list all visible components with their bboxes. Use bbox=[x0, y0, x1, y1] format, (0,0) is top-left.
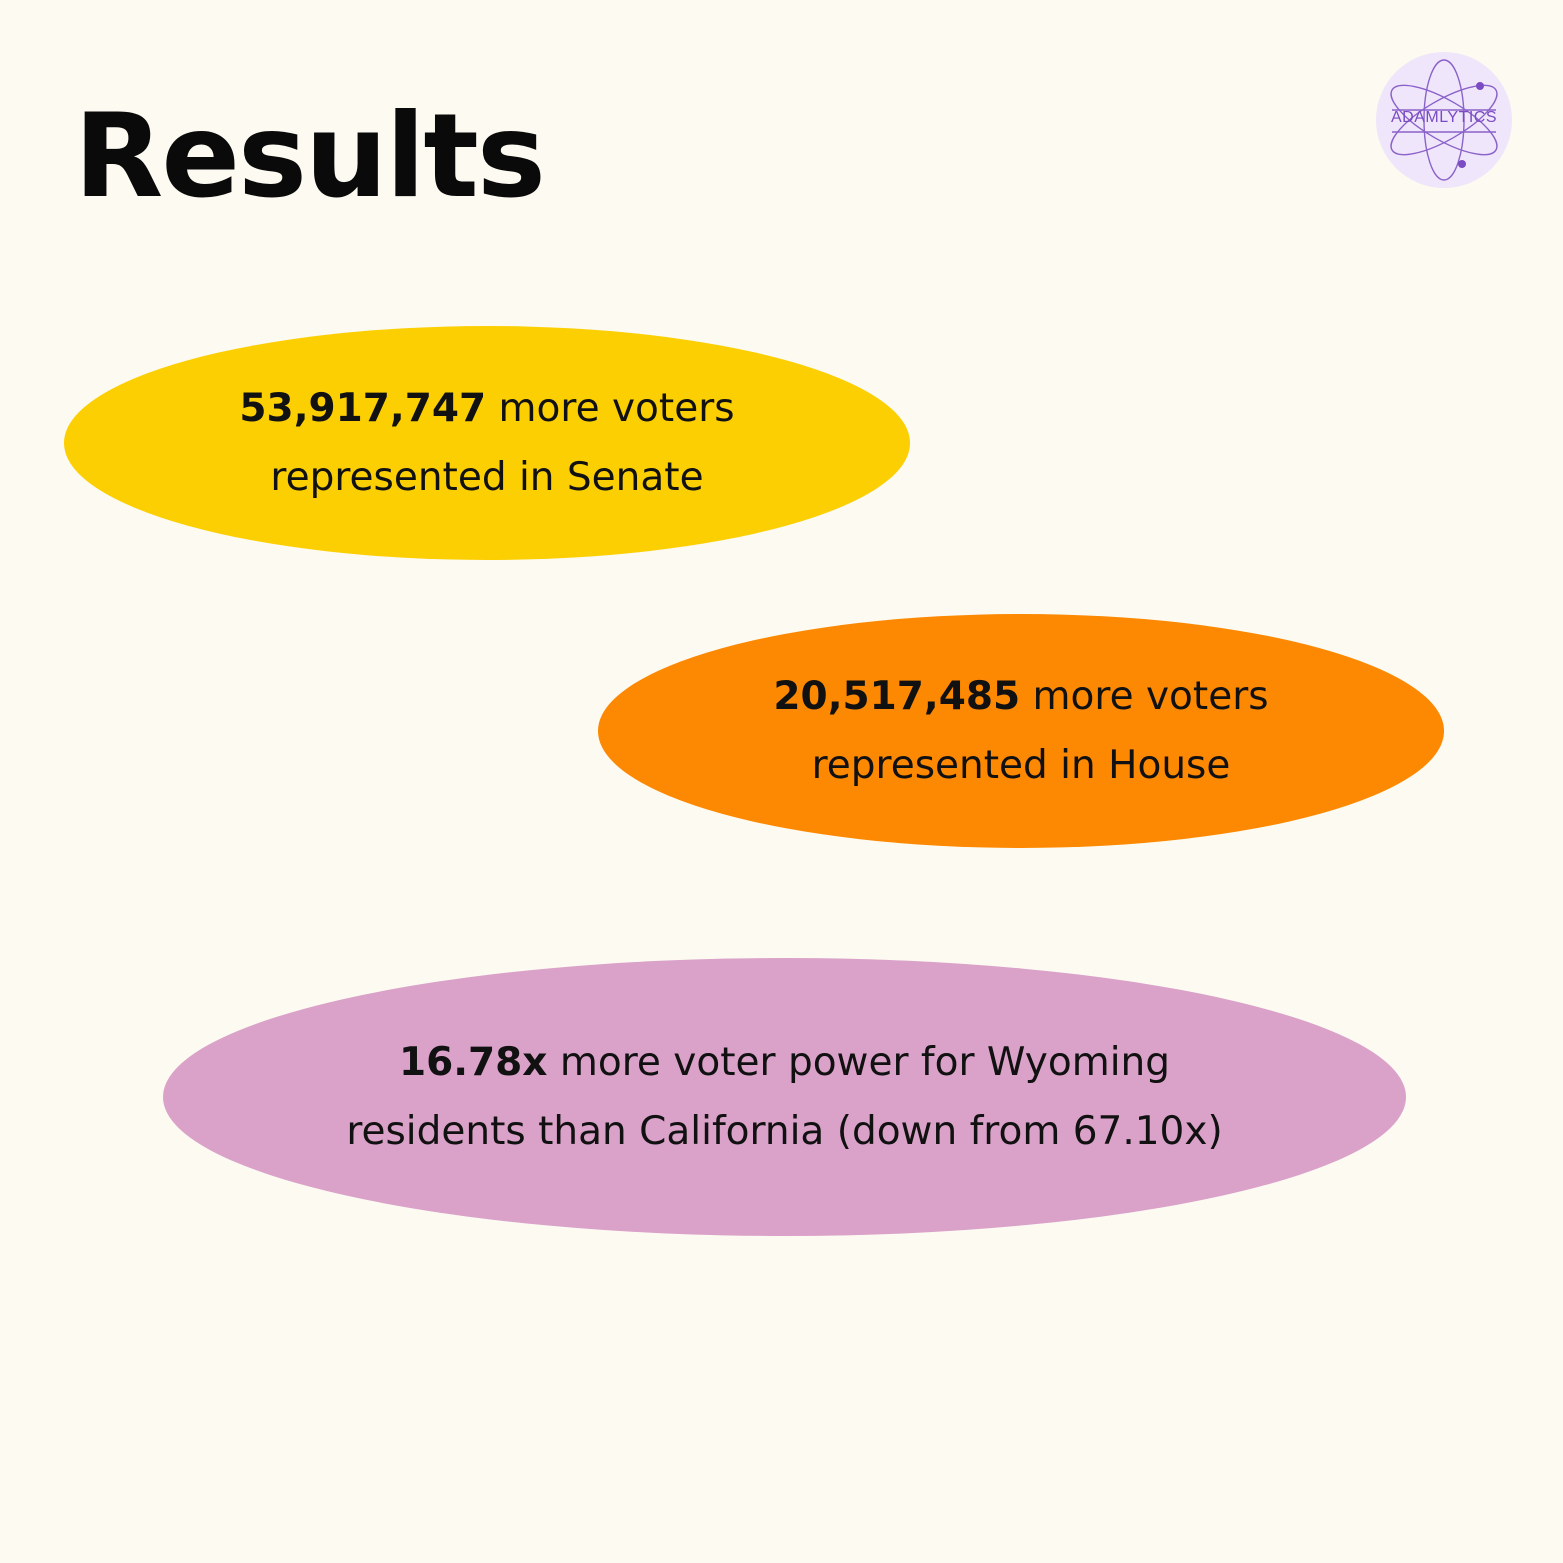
atom-logo-icon bbox=[1390, 59, 1498, 181]
result-senate-number: 53,917,747 bbox=[239, 386, 487, 431]
result-house: 20,517,485 more voters represented in Ho… bbox=[598, 614, 1444, 848]
result-senate-line2: represented in Senate bbox=[270, 455, 704, 500]
page-title: Results bbox=[74, 89, 546, 224]
result-house-text: 20,517,485 more voters represented in Ho… bbox=[773, 662, 1268, 800]
result-senate-text: 53,917,747 more voters represented in Se… bbox=[239, 374, 734, 512]
result-voter-power-line2: residents than California (down from 67.… bbox=[346, 1109, 1223, 1154]
logo-wordmark: ADAMLYTICS bbox=[1390, 109, 1498, 126]
result-senate-line1: more voters bbox=[486, 386, 735, 431]
result-house-number: 20,517,485 bbox=[773, 674, 1021, 719]
brand-logo: ADAMLYTICS bbox=[1376, 52, 1512, 188]
result-senate: 53,917,747 more voters represented in Se… bbox=[64, 326, 910, 560]
result-voter-power: 16.78x more voter power for Wyoming resi… bbox=[163, 958, 1406, 1236]
result-voter-power-number: 16.78x bbox=[398, 1040, 548, 1085]
result-voter-power-text: 16.78x more voter power for Wyoming resi… bbox=[346, 1028, 1222, 1166]
result-house-line1: more voters bbox=[1020, 674, 1269, 719]
result-house-line2: represented in House bbox=[811, 743, 1231, 788]
result-voter-power-line1: more voter power for Wyoming bbox=[547, 1040, 1171, 1085]
